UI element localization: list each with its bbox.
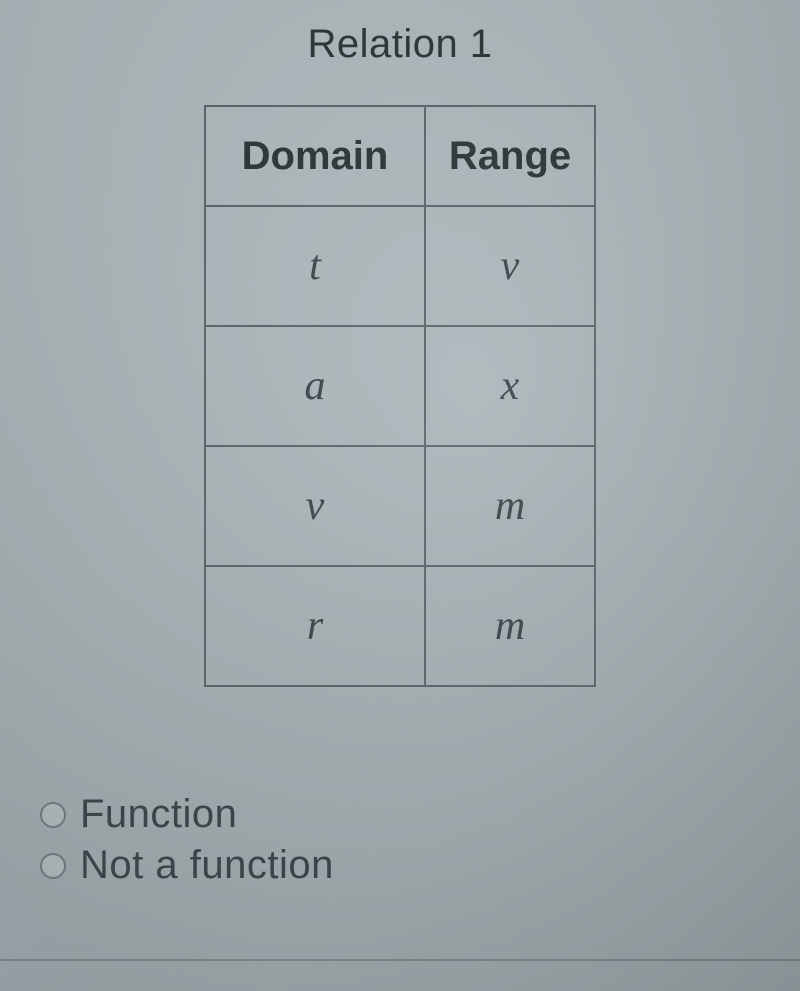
- option-label: Not a function: [80, 843, 334, 888]
- column-header-range: Range: [425, 106, 595, 206]
- table-row: v m: [205, 446, 595, 566]
- column-header-domain: Domain: [205, 106, 425, 206]
- cell-domain: r: [205, 566, 425, 686]
- page-title: Relation 1: [0, 0, 800, 67]
- table-header-row: Domain Range: [205, 106, 595, 206]
- table-container: Domain Range t v a x v m r m: [0, 105, 800, 687]
- answer-options: Function Not a function: [40, 792, 334, 894]
- cell-range: v: [425, 206, 595, 326]
- cell-range: x: [425, 326, 595, 446]
- cell-domain: a: [205, 326, 425, 446]
- cell-range: m: [425, 566, 595, 686]
- option-not-a-function[interactable]: Not a function: [40, 843, 334, 888]
- radio-icon[interactable]: [40, 802, 66, 828]
- cell-domain: t: [205, 206, 425, 326]
- option-function[interactable]: Function: [40, 792, 334, 837]
- table-row: t v: [205, 206, 595, 326]
- cell-domain: v: [205, 446, 425, 566]
- option-label: Function: [80, 792, 237, 837]
- relation-table: Domain Range t v a x v m r m: [204, 105, 596, 687]
- cell-range: m: [425, 446, 595, 566]
- table-row: r m: [205, 566, 595, 686]
- radio-icon[interactable]: [40, 853, 66, 879]
- table-row: a x: [205, 326, 595, 446]
